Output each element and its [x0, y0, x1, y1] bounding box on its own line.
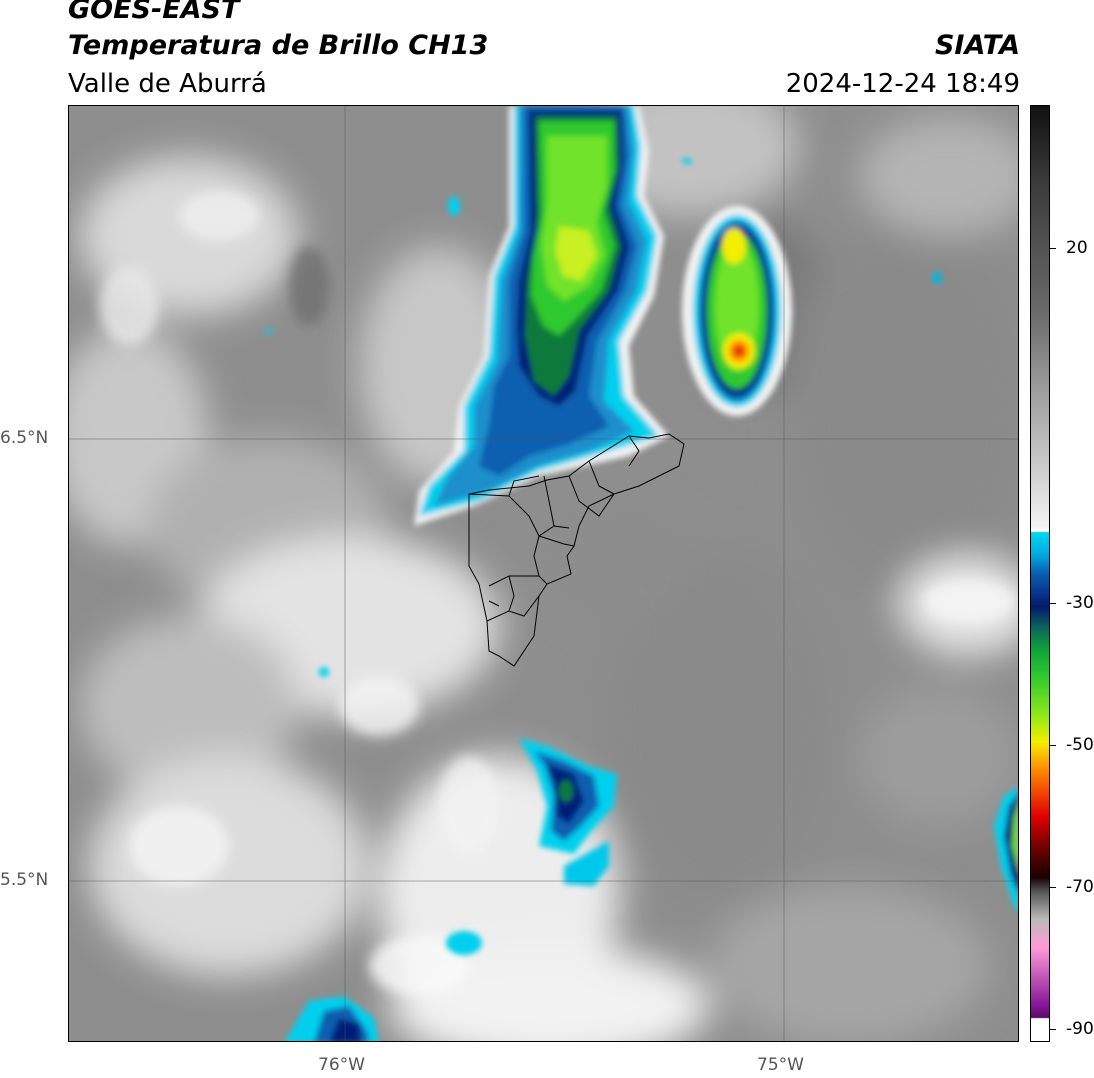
colorbar-label-20: 20 — [1066, 238, 1088, 258]
temperature-colorbar — [1030, 105, 1050, 1042]
satellite-map[interactable] — [68, 105, 1019, 1042]
lat-label-6-5: 6.5°N — [0, 428, 49, 448]
convective-cloud-north — [414, 106, 669, 526]
agency-label: SIATA — [934, 30, 1020, 61]
colorbar-label-minus50: -50 — [1066, 735, 1094, 755]
colorbar-tick-minus30 — [1050, 603, 1056, 604]
convective-cell-edges — [266, 158, 1018, 1041]
region-label: Valle de Aburrá — [68, 69, 267, 99]
colorbar-label-minus90: -90 — [1066, 1019, 1094, 1039]
satellite-title: GOES-EAST — [68, 0, 240, 25]
colorbar-tick-minus70 — [1050, 887, 1056, 888]
convective-cell-east — [682, 206, 792, 416]
map-gridlines — [69, 106, 1018, 1041]
municipal-boundaries — [468, 433, 685, 667]
lon-label-75: 75°W — [757, 1055, 804, 1075]
convective-cell-south — [319, 667, 617, 955]
gray-cloud-details — [99, 191, 1014, 996]
colorbar-label-minus70: -70 — [1066, 877, 1094, 897]
product-title: Temperatura de Brillo CH13 — [68, 30, 489, 61]
map-canvas — [69, 106, 1018, 1041]
colorbar-tick-minus90 — [1050, 1029, 1056, 1030]
colorbar-tick-minus50 — [1050, 745, 1056, 746]
colorbar-tick-20 — [1050, 248, 1056, 249]
datetime-label: 2024-12-24 18:49 — [785, 69, 1020, 99]
lat-label-5-5: 5.5°N — [0, 870, 49, 890]
colorbar-label-minus30: -30 — [1066, 593, 1094, 613]
lon-label-76: 76°W — [318, 1055, 365, 1075]
